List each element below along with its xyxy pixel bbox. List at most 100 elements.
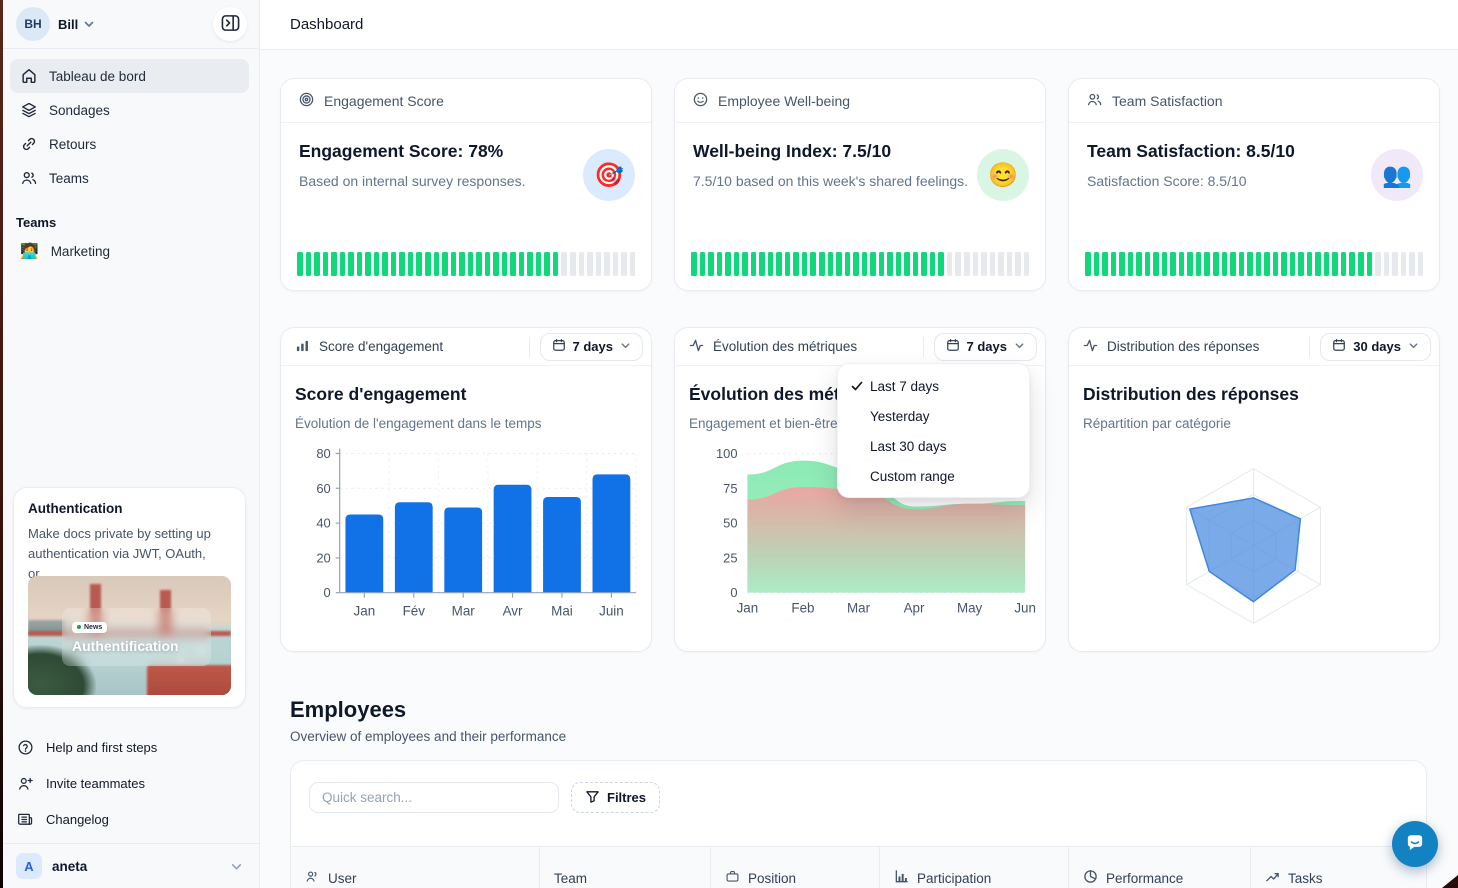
svg-text:Fév: Fév bbox=[403, 604, 426, 619]
menu-item-last-7-days[interactable]: Last 7 days bbox=[838, 371, 1029, 401]
footer-item-label: Invite teammates bbox=[46, 775, 145, 791]
svg-text:Feb: Feb bbox=[791, 600, 814, 615]
activity-icon bbox=[689, 338, 704, 356]
layers-icon bbox=[20, 101, 38, 119]
account-switcher[interactable]: A aneta bbox=[0, 844, 259, 888]
engagement-bar-chart: 0 20 40 60 80 Jan Fév Mar Avr Mai Juin bbox=[316, 446, 637, 619]
account-avatar: A bbox=[16, 853, 42, 879]
sidebar-item-dashboard[interactable]: Tableau de bord bbox=[10, 59, 249, 93]
menu-item-custom-range[interactable]: Custom range bbox=[870, 468, 955, 484]
users-icon bbox=[1086, 91, 1103, 111]
menu-item-yesterday[interactable]: Yesterday bbox=[870, 408, 930, 424]
sidebar-item-label: Tableau de bord bbox=[49, 68, 146, 84]
sidebar-item-marketing[interactable]: 🧑‍💻 Marketing bbox=[0, 234, 259, 268]
briefcase-icon bbox=[725, 869, 740, 887]
stat-title: Engagement Score: 78% bbox=[299, 141, 504, 161]
help-link[interactable]: Help and first steps bbox=[0, 729, 259, 765]
svg-text:Juin: Juin bbox=[599, 604, 624, 619]
card-header-label: Team Satisfaction bbox=[1112, 92, 1223, 109]
painting-city-skyline bbox=[28, 620, 66, 634]
technologist-emoji-icon: 🧑‍💻 bbox=[20, 243, 39, 260]
svg-text:25: 25 bbox=[723, 550, 737, 565]
newspaper-icon bbox=[16, 811, 34, 828]
svg-text:100: 100 bbox=[716, 446, 737, 461]
svg-text:50: 50 bbox=[723, 516, 737, 531]
sidebar-item-feedback[interactable]: Retours bbox=[10, 127, 249, 161]
progress-segments bbox=[691, 252, 1030, 276]
workspace-avatar: BH bbox=[16, 7, 50, 41]
authentication-promo-card[interactable]: Authentication Make docs private by sett… bbox=[13, 487, 246, 708]
sidebar-item-teams[interactable]: Teams bbox=[10, 161, 249, 195]
svg-text:0: 0 bbox=[324, 585, 331, 600]
chat-launcher-button[interactable] bbox=[1392, 821, 1438, 867]
collapse-sidebar-icon bbox=[221, 14, 240, 35]
svg-text:May: May bbox=[957, 600, 983, 615]
trend-up-icon bbox=[1265, 869, 1280, 887]
chart-subtitle: Engagement et bien-être bbox=[689, 416, 838, 431]
employees-subtitle: Overview of employees and their performa… bbox=[290, 729, 567, 744]
users-icon bbox=[20, 169, 38, 187]
svg-text:Jun: Jun bbox=[1014, 600, 1036, 615]
account-name: aneta bbox=[52, 858, 88, 874]
chat-bubble-icon bbox=[1402, 830, 1428, 859]
pie-chart-icon bbox=[1083, 869, 1098, 887]
progress-segments bbox=[1085, 252, 1424, 276]
topbar: Dashboard bbox=[260, 0, 1458, 50]
card-header-label: Employee Well-being bbox=[718, 92, 851, 109]
date-range-button[interactable]: 7 days bbox=[933, 332, 1037, 361]
main-area: Dashboard Engagement Score Engagement Sc… bbox=[260, 0, 1458, 888]
svg-text:80: 80 bbox=[316, 446, 330, 461]
bar-chart-icon bbox=[295, 338, 310, 356]
help-icon bbox=[16, 739, 34, 756]
column-header-tasks[interactable]: Tasks bbox=[1250, 847, 1426, 888]
date-range-button[interactable]: 30 days bbox=[1320, 332, 1431, 361]
stat-cards-row: Engagement Score Engagement Score: 78% B… bbox=[280, 78, 1440, 291]
promo-title: Authentication bbox=[28, 501, 123, 516]
sidebar: BH Bill Tableau de bord bbox=[0, 0, 260, 888]
date-range-label: 7 days bbox=[572, 339, 613, 354]
chart-cards-row: Score d'engagement 7 days Score d'engage… bbox=[280, 327, 1440, 652]
chevron-down-icon bbox=[1408, 339, 1419, 354]
news-dot-icon bbox=[77, 625, 81, 629]
date-range-menu: Last 7 days Yesterday Last 30 days Custo… bbox=[837, 363, 1030, 498]
column-header-position[interactable]: Position bbox=[710, 847, 879, 888]
response-distribution-card: Distribution des réponses 30 days Distri… bbox=[1068, 327, 1440, 652]
column-header-performance[interactable]: Performance bbox=[1068, 847, 1250, 888]
changelog-link[interactable]: Changelog bbox=[0, 801, 259, 837]
filters-label: Filtres bbox=[607, 790, 647, 805]
chevron-down-icon[interactable] bbox=[83, 18, 95, 30]
sidebar-item-surveys[interactable]: Sondages bbox=[10, 93, 249, 127]
date-range-button[interactable]: 7 days bbox=[539, 332, 643, 361]
promo-image: News Authentification bbox=[28, 576, 231, 695]
stat-subtitle: 7.5/10 based on this week's shared feeli… bbox=[693, 173, 969, 189]
collapse-sidebar-button[interactable] bbox=[213, 7, 247, 41]
check-icon bbox=[850, 379, 870, 393]
svg-text:Avr: Avr bbox=[503, 604, 523, 619]
dart-emoji-icon: 🎯 bbox=[583, 149, 635, 201]
people-emoji-icon: 👥 bbox=[1371, 149, 1423, 201]
column-header-user[interactable]: User bbox=[291, 847, 539, 888]
chart-subtitle: Évolution de l'engagement dans le temps bbox=[295, 416, 542, 431]
stat-title: Well-being Index: 7.5/10 bbox=[693, 141, 892, 161]
filters-button[interactable]: Filtres bbox=[571, 782, 661, 813]
chevron-down-icon bbox=[1014, 339, 1025, 354]
divider bbox=[528, 336, 530, 357]
search-input[interactable] bbox=[309, 782, 559, 813]
divider bbox=[922, 336, 924, 357]
column-header-participation[interactable]: Participation bbox=[879, 847, 1068, 888]
promo-image-caption: Authentification bbox=[72, 638, 179, 654]
card-header: Team Satisfaction bbox=[1069, 79, 1439, 123]
invite-teammates-link[interactable]: Invite teammates bbox=[0, 765, 259, 801]
smile-icon bbox=[692, 91, 709, 111]
news-badge: News bbox=[72, 621, 108, 633]
card-header: Employee Well-being bbox=[675, 79, 1045, 123]
column-header-team[interactable]: Team bbox=[539, 847, 710, 888]
sidebar-item-label: Sondages bbox=[49, 102, 110, 118]
chart-subtitle: Répartition par catégorie bbox=[1083, 416, 1231, 431]
svg-text:Mar: Mar bbox=[847, 600, 871, 615]
workspace-name: Bill bbox=[58, 16, 79, 32]
footer-item-label: Help and first steps bbox=[46, 739, 158, 755]
calendar-icon bbox=[946, 338, 960, 355]
target-icon bbox=[298, 91, 315, 111]
menu-item-last-30-days[interactable]: Last 30 days bbox=[870, 438, 947, 454]
